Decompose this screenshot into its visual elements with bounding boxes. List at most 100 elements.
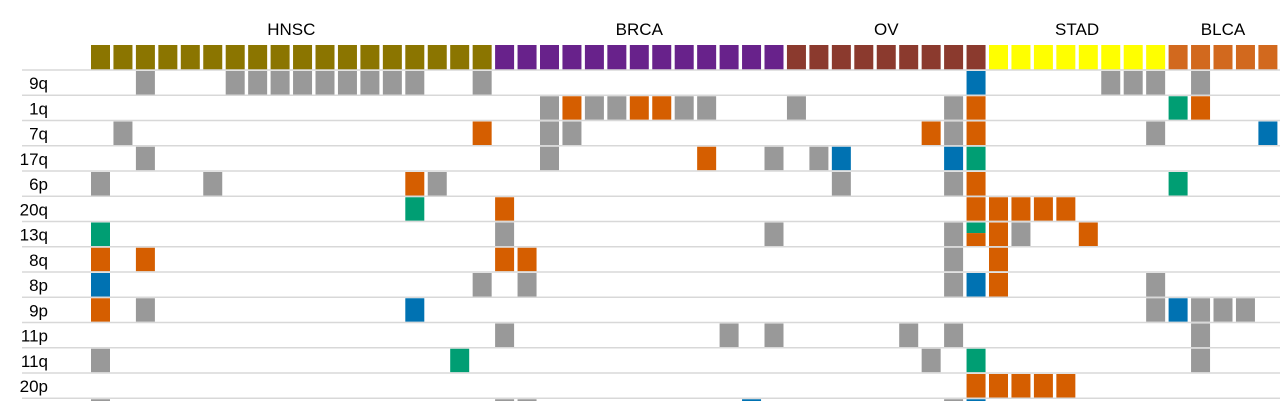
cell-g xyxy=(719,323,739,347)
cell-b xyxy=(405,298,425,322)
group-label-hnsc: HNSC xyxy=(267,20,315,39)
group-cell-hnsc xyxy=(135,45,155,70)
row-label: 1q xyxy=(29,99,48,118)
group-label-stad: STAD xyxy=(1055,20,1099,39)
cell-g xyxy=(831,172,851,196)
cell-mixed-orange xyxy=(966,233,986,246)
cell-g xyxy=(1191,348,1211,373)
cell-o xyxy=(989,222,1008,246)
group-cell-brca xyxy=(697,45,717,70)
row-label: 11q xyxy=(21,352,48,371)
group-cell-brca xyxy=(584,45,604,70)
cell-o xyxy=(966,121,986,145)
cell-o xyxy=(989,273,1008,297)
cell-g xyxy=(1146,273,1166,297)
cell-mixed-teal xyxy=(966,222,986,234)
cell-o xyxy=(1056,197,1076,221)
group-cell-ov xyxy=(966,45,986,70)
cell-o xyxy=(1033,374,1053,398)
cell-o xyxy=(966,374,986,398)
cell-g xyxy=(764,222,784,246)
group-cell-brca xyxy=(607,45,627,70)
group-cell-blca xyxy=(1235,45,1255,70)
cell-g xyxy=(427,172,447,196)
group-cell-ov xyxy=(809,45,829,70)
cell-g xyxy=(495,323,515,347)
group-cell-brca xyxy=(517,45,537,70)
cell-g xyxy=(674,96,694,120)
cell-t xyxy=(966,348,986,373)
cell-o xyxy=(495,247,515,272)
group-label-brca: BRCA xyxy=(616,20,664,39)
group-cell-ov xyxy=(854,45,874,70)
cell-o xyxy=(989,374,1008,398)
cell-g xyxy=(584,96,604,120)
cell-g xyxy=(225,71,245,95)
cell-g xyxy=(899,323,919,347)
cell-g xyxy=(540,146,559,171)
cell-g xyxy=(764,323,784,347)
cell-o xyxy=(1011,197,1031,221)
cell-t xyxy=(966,146,986,171)
group-cell-brca xyxy=(540,45,559,70)
cell-g xyxy=(540,96,559,120)
cell-g xyxy=(248,71,268,95)
cell-g xyxy=(944,247,964,272)
group-cell-brca xyxy=(629,45,649,70)
group-cell-brca xyxy=(674,45,694,70)
cell-g xyxy=(91,172,110,196)
group-cell-brca xyxy=(742,45,762,70)
row-label: 9q xyxy=(29,74,48,93)
group-cell-ov xyxy=(876,45,896,70)
cell-b xyxy=(944,146,964,171)
group-cell-hnsc xyxy=(360,45,380,70)
group-cell-stad xyxy=(989,45,1008,70)
group-cell-hnsc xyxy=(113,45,133,70)
row-label: 20q xyxy=(20,200,48,219)
group-cell-brca xyxy=(562,45,582,70)
cell-g xyxy=(562,121,582,145)
cell-b xyxy=(91,273,110,297)
row-label: 11p xyxy=(21,327,48,346)
cell-o xyxy=(562,96,582,120)
cell-o xyxy=(91,298,110,322)
group-cell-hnsc xyxy=(158,45,178,70)
cell-g xyxy=(1146,298,1166,322)
cell-g xyxy=(1146,71,1166,95)
group-label-blca: BLCA xyxy=(1201,20,1246,39)
cell-t xyxy=(405,197,425,221)
cell-o xyxy=(135,247,155,272)
group-cell-ov xyxy=(786,45,806,70)
cell-o xyxy=(652,96,672,120)
cell-g xyxy=(1191,71,1211,95)
cell-g xyxy=(135,298,155,322)
group-cell-hnsc xyxy=(225,45,245,70)
group-cell-stad xyxy=(1033,45,1053,70)
group-cell-ov xyxy=(831,45,851,70)
cell-g xyxy=(495,222,515,246)
cell-o xyxy=(921,121,941,145)
cell-o xyxy=(966,96,986,120)
group-cell-hnsc xyxy=(450,45,470,70)
cell-g xyxy=(809,146,829,171)
cell-o xyxy=(1033,197,1053,221)
cell-o xyxy=(1011,374,1031,398)
row-label: 17q xyxy=(20,150,48,169)
group-label-ov: OV xyxy=(874,20,899,39)
group-cell-hnsc xyxy=(427,45,447,70)
group-cell-hnsc xyxy=(472,45,492,70)
cell-g xyxy=(1213,298,1233,322)
cell-g xyxy=(135,71,155,95)
cell-g xyxy=(360,71,380,95)
cell-b xyxy=(1258,121,1278,145)
cell-g xyxy=(337,71,357,95)
cell-b xyxy=(966,399,986,401)
cell-g xyxy=(203,172,223,196)
cell-g xyxy=(135,146,155,171)
cell-t xyxy=(91,222,110,246)
cell-g xyxy=(944,273,964,297)
group-cell-blca xyxy=(1258,45,1278,70)
group-cell-brca xyxy=(652,45,672,70)
cell-o xyxy=(629,96,649,120)
cell-g xyxy=(472,273,492,297)
